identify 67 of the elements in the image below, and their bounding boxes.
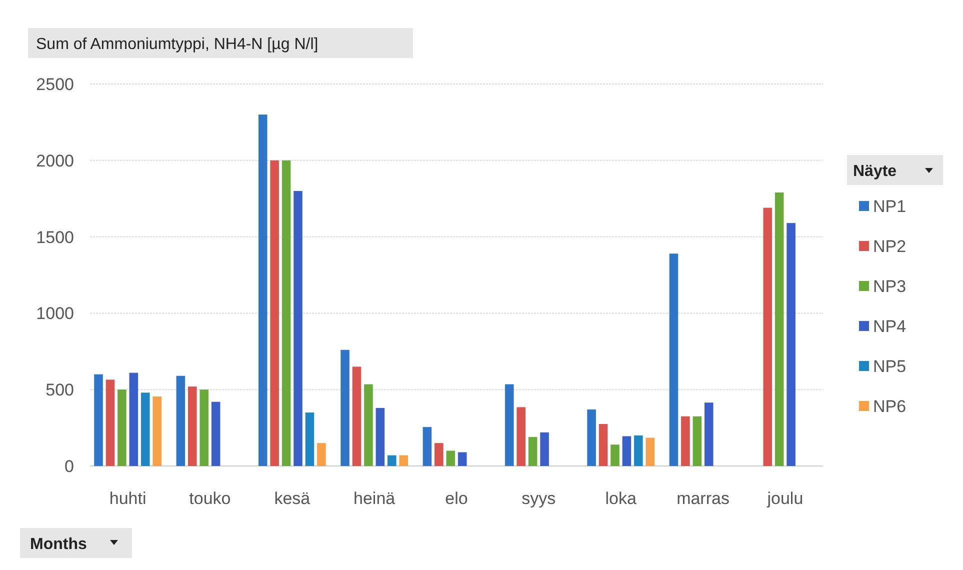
x-tick-label: syys — [522, 489, 556, 508]
y-tick-label: 0 — [64, 457, 74, 476]
x-tick-label: marras — [676, 489, 730, 508]
bar — [364, 384, 373, 466]
bar — [188, 386, 197, 466]
bar — [118, 390, 126, 466]
bar — [610, 444, 620, 466]
bar — [634, 435, 643, 466]
y-tick-label: 2000 — [36, 151, 74, 170]
bar — [294, 190, 302, 466]
x-tick-label: elo — [445, 489, 468, 508]
chart-title: Sum of Ammoniumtyppi, NH4-N [µg N/l] — [36, 36, 318, 53]
bar — [376, 408, 385, 466]
bar — [422, 427, 432, 466]
legend-label: NP3 — [873, 277, 906, 296]
x-tick-label: kesä — [274, 489, 311, 508]
bar — [704, 402, 714, 466]
x-axis-title: Months — [30, 536, 87, 553]
bar — [669, 254, 678, 466]
bar — [340, 350, 350, 466]
bar — [458, 452, 467, 466]
bar — [282, 160, 291, 466]
bar — [763, 208, 772, 466]
bar — [692, 416, 702, 466]
bar — [317, 443, 326, 466]
bar — [258, 114, 268, 466]
y-tick-label: 1500 — [36, 228, 74, 247]
bar — [152, 396, 162, 466]
x-tick-label: loka — [605, 489, 637, 508]
bar — [94, 374, 103, 466]
bar — [140, 392, 150, 466]
bar — [352, 366, 362, 466]
legend-label: NP6 — [873, 397, 906, 416]
x-tick-label: huhti — [109, 489, 146, 508]
bar — [540, 432, 549, 466]
bar — [622, 436, 632, 466]
legend-title: Näyte — [853, 163, 897, 180]
bar — [516, 407, 526, 466]
bar — [211, 402, 220, 466]
bar — [434, 443, 444, 466]
bar — [388, 455, 396, 466]
bar — [587, 409, 596, 466]
legend-label: NP5 — [873, 357, 906, 376]
bar — [774, 192, 784, 466]
bar — [200, 390, 209, 466]
x-tick-label: touko — [189, 489, 231, 508]
legend-label: NP4 — [873, 317, 906, 336]
bar — [446, 450, 456, 466]
legend-label: NP2 — [873, 237, 906, 256]
bar — [399, 455, 408, 466]
bar — [528, 436, 538, 466]
bar — [681, 416, 690, 466]
y-tick-label: 2500 — [36, 75, 74, 94]
bar — [270, 160, 279, 466]
bar — [106, 380, 115, 466]
bar — [129, 372, 138, 466]
legend-label: NP1 — [873, 197, 906, 216]
bar — [598, 424, 608, 466]
y-tick-label: 500 — [46, 380, 74, 400]
y-tick-label: 1000 — [36, 304, 74, 324]
bar — [786, 223, 796, 466]
x-tick-label: heinä — [354, 489, 396, 508]
x-tick-label: joulu — [766, 489, 804, 508]
bar — [305, 412, 314, 466]
bar — [504, 384, 514, 466]
bar — [646, 438, 655, 466]
bar — [176, 376, 186, 466]
